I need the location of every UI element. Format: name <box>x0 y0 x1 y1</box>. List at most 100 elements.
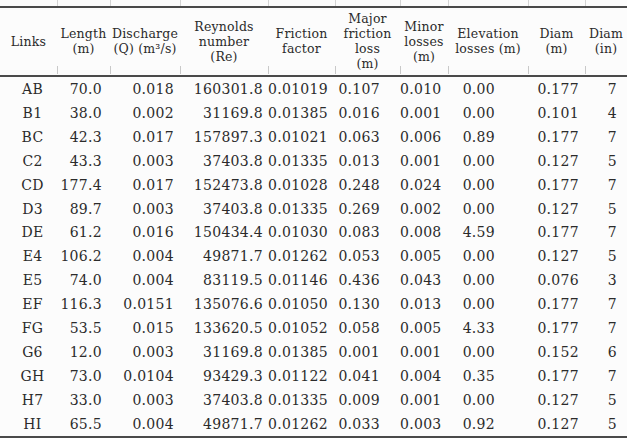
value-cell: 0.00 <box>448 388 528 412</box>
value-cell: 5 <box>585 149 627 173</box>
value-cell: 93429.3 <box>180 364 268 388</box>
value-cell: 0.006 <box>400 125 448 149</box>
value-cell: 0.01146 <box>268 268 335 292</box>
value-cell: 0.177 <box>528 173 585 197</box>
value-cell: 0.00 <box>448 173 528 197</box>
value-cell: 0.003 <box>110 197 180 221</box>
value-cell: 0.01335 <box>268 388 335 412</box>
value-cell: 0.00 <box>448 76 528 101</box>
table-row: EF116.30.0151135076.60.010500.1300.0130.… <box>0 292 627 316</box>
value-cell: 0.01262 <box>268 244 335 268</box>
value-cell: 7 <box>585 316 627 340</box>
value-cell: 61.2 <box>57 221 110 245</box>
value-cell: 0.101 <box>528 101 585 125</box>
value-cell: 7 <box>585 173 627 197</box>
pipe-links-table: LinksLength (m)Discharge (Q) (m³/s)Reyno… <box>0 6 627 438</box>
value-cell: 6 <box>585 340 627 364</box>
value-cell: 0.004 <box>110 244 180 268</box>
value-cell: 0.248 <box>335 173 400 197</box>
value-cell: 42.3 <box>57 125 110 149</box>
value-cell: 0.00 <box>448 197 528 221</box>
value-cell: 0.083 <box>335 221 400 245</box>
column-header-4: Friction factor <box>268 7 335 76</box>
value-cell: 0.01385 <box>268 340 335 364</box>
value-cell: 0.130 <box>335 292 400 316</box>
link-id-cell: D3 <box>0 197 57 221</box>
table-row: G612.00.00331169.80.013850.0010.0010.000… <box>0 340 627 364</box>
value-cell: 133620.5 <box>180 316 268 340</box>
value-cell: 0.058 <box>335 316 400 340</box>
value-cell: 0.003 <box>400 412 448 437</box>
value-cell: 4.33 <box>448 316 528 340</box>
value-cell: 5 <box>585 244 627 268</box>
value-cell: 0.177 <box>528 316 585 340</box>
column-header-9: Diam (in) <box>585 7 627 76</box>
value-cell: 0.269 <box>335 197 400 221</box>
link-id-cell: CD <box>0 173 57 197</box>
value-cell: 4.59 <box>448 221 528 245</box>
value-cell: 0.001 <box>400 101 448 125</box>
value-cell: 0.127 <box>528 149 585 173</box>
link-id-cell: EF <box>0 292 57 316</box>
column-header-8: Diam (m) <box>528 7 585 76</box>
value-cell: 0.033 <box>335 412 400 437</box>
value-cell: 0.127 <box>528 388 585 412</box>
value-cell: 0.177 <box>528 221 585 245</box>
link-id-cell: GH <box>0 364 57 388</box>
value-cell: 0.010 <box>400 76 448 101</box>
value-cell: 0.002 <box>400 197 448 221</box>
table-row: HI65.50.00449871.70.012620.0330.0030.920… <box>0 412 627 437</box>
value-cell: 3 <box>585 268 627 292</box>
value-cell: 0.024 <box>400 173 448 197</box>
value-cell: 0.043 <box>400 268 448 292</box>
value-cell: 37403.8 <box>180 197 268 221</box>
value-cell: 116.3 <box>57 292 110 316</box>
table-row: H733.00.00337403.80.013350.0090.0010.000… <box>0 388 627 412</box>
value-cell: 0.127 <box>528 197 585 221</box>
value-cell: 43.3 <box>57 149 110 173</box>
table-row: GH73.00.010493429.30.011220.0410.0040.35… <box>0 364 627 388</box>
value-cell: 0.177 <box>528 76 585 101</box>
value-cell: 7 <box>585 364 627 388</box>
value-cell: 0.004 <box>110 412 180 437</box>
value-cell: 0.009 <box>335 388 400 412</box>
value-cell: 33.0 <box>57 388 110 412</box>
link-id-cell: C2 <box>0 149 57 173</box>
table-row: C243.30.00337403.80.013350.0130.0010.000… <box>0 149 627 173</box>
column-header-6: Minor losses (m) <box>400 7 448 76</box>
link-id-cell: B1 <box>0 101 57 125</box>
value-cell: 5 <box>585 412 627 437</box>
value-cell: 0.008 <box>400 221 448 245</box>
value-cell: 4 <box>585 101 627 125</box>
value-cell: 0.00 <box>448 149 528 173</box>
value-cell: 0.177 <box>528 364 585 388</box>
value-cell: 0.004 <box>110 268 180 292</box>
value-cell: 0.01050 <box>268 292 335 316</box>
value-cell: 0.177 <box>528 292 585 316</box>
column-header-0: Links <box>0 7 57 76</box>
value-cell: 0.063 <box>335 125 400 149</box>
value-cell: 0.01262 <box>268 412 335 437</box>
table-row: CD177.40.017152473.80.010280.2480.0240.0… <box>0 173 627 197</box>
document-table-page: LinksLength (m)Discharge (Q) (m³/s)Reyno… <box>0 0 627 438</box>
value-cell: 0.003 <box>110 149 180 173</box>
link-id-cell: AB <box>0 76 57 101</box>
value-cell: 0.01335 <box>268 149 335 173</box>
value-cell: 0.001 <box>400 149 448 173</box>
link-id-cell: H7 <box>0 388 57 412</box>
value-cell: 0.018 <box>110 76 180 101</box>
value-cell: 0.127 <box>528 412 585 437</box>
value-cell: 0.92 <box>448 412 528 437</box>
link-id-cell: HI <box>0 412 57 437</box>
value-cell: 53.5 <box>57 316 110 340</box>
value-cell: 0.053 <box>335 244 400 268</box>
value-cell: 0.177 <box>528 125 585 149</box>
value-cell: 0.016 <box>335 101 400 125</box>
link-id-cell: G6 <box>0 340 57 364</box>
value-cell: 89.7 <box>57 197 110 221</box>
value-cell: 0.001 <box>400 388 448 412</box>
table-row: DE61.20.016150434.40.010300.0830.0084.59… <box>0 221 627 245</box>
header-row: LinksLength (m)Discharge (Q) (m³/s)Reyno… <box>0 7 627 76</box>
value-cell: 5 <box>585 197 627 221</box>
value-cell: 12.0 <box>57 340 110 364</box>
